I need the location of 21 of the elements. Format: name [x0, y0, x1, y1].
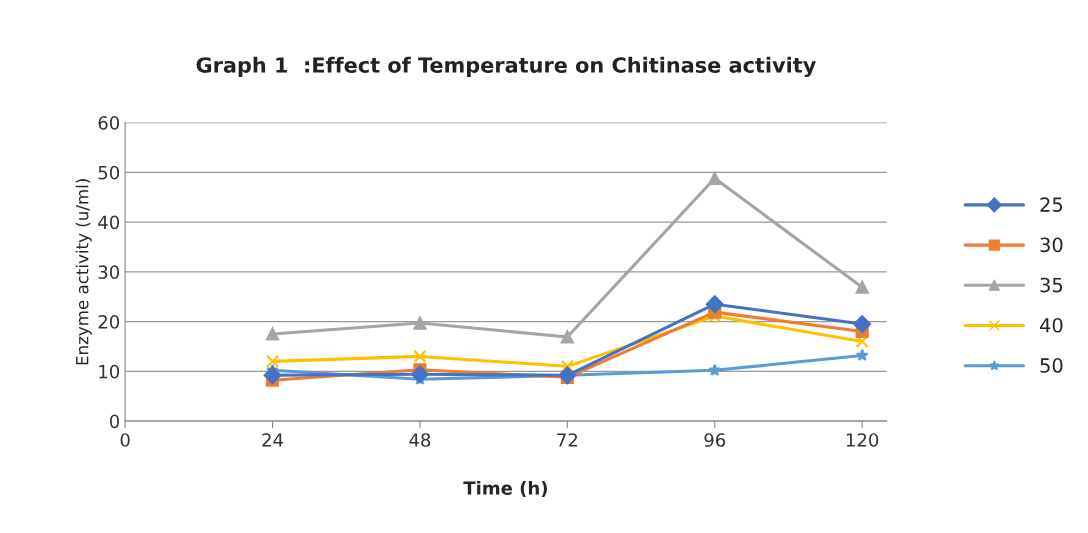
y-tick-label: 30	[98, 265, 120, 279]
y-tick-label: 50	[98, 165, 120, 180]
x-tick-label: 24	[262, 433, 283, 447]
y-tick-label: 0	[109, 414, 120, 429]
x-tick-label: 96	[704, 433, 726, 447]
y-tick-label: 20	[98, 315, 120, 329]
x-tick-label: 48	[409, 433, 431, 447]
x-tick-label: 72	[557, 433, 578, 447]
legend-label: 50	[1040, 358, 1063, 373]
y-tick-label: 60	[98, 116, 120, 130]
x-tick-label: 120	[846, 433, 879, 447]
chart-title: Graph 1 :Effect of Temperature on Chitinase activity	[196, 56, 816, 78]
y-axis-title: Enzyme activity (u/ml)	[75, 179, 92, 365]
legend-label: 25	[1040, 197, 1063, 212]
legend-label: 40	[1039, 317, 1063, 333]
y-tick-label: 10	[99, 364, 120, 379]
legend-label: 35	[1040, 277, 1063, 293]
x-tick-label: 0	[120, 433, 130, 447]
x-axis-title: Time (h)	[463, 480, 547, 498]
y-tick-label: 40	[98, 215, 120, 230]
legend-label: 30	[1040, 237, 1063, 253]
